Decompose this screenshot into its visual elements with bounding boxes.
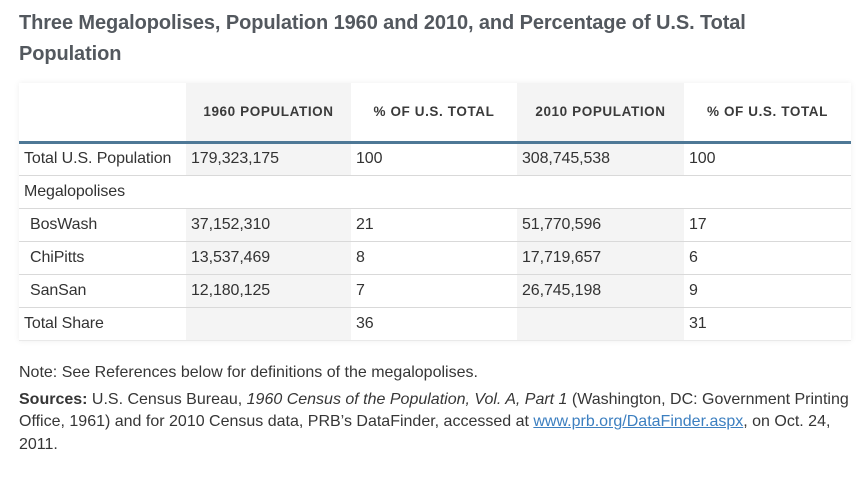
table-row-sansan: SanSan 12,180,125 7 26,745,198 9: [19, 274, 851, 308]
sources-text: Sources: U.S. Census Bureau, 1960 Census…: [19, 389, 851, 457]
cell-1960-population: 13,537,469: [186, 241, 351, 275]
datafinder-link[interactable]: www.prb.org/DataFinder.aspx: [533, 413, 744, 430]
table-row-boswash: BosWash 37,152,310 21 51,770,596 17: [19, 208, 851, 242]
row-label: Total Share: [19, 307, 186, 341]
figure-title: Three Megalopolises, Population 1960 and…: [19, 12, 746, 65]
table-row-total-us-population: Total U.S. Population 179,323,175 100 30…: [19, 142, 851, 176]
sources-label: Sources:: [19, 390, 88, 408]
table-header-row: 1960 POPULATION % OF U.S. TOTAL 2010 POP…: [19, 83, 851, 144]
header-pct-us-total-2010: % OF U.S. TOTAL: [684, 83, 851, 144]
sources-italic-title: 1960 Census of the Population, Vol. A, P…: [246, 390, 568, 408]
cell-2010-population: 308,745,538: [517, 142, 684, 176]
cell-pct-2010: 9: [684, 274, 851, 308]
sources-segment-3: , on Oct. 24, 2011.: [19, 413, 831, 453]
cell-2010-population: [517, 307, 684, 341]
cell-pct-2010: 17: [684, 208, 851, 242]
cell-pct-2010: 31: [684, 307, 851, 341]
cell-pct-1960: 36: [351, 307, 517, 341]
section-label: Megalopolises: [19, 175, 851, 209]
note-text: Note: See References below for definitio…: [19, 363, 478, 381]
header-empty-cell: [19, 83, 186, 144]
table-row-megalopolises-section: Megalopolises: [19, 175, 851, 209]
cell-1960-population: [186, 307, 351, 341]
row-label: ChiPitts: [19, 241, 186, 275]
header-1960-population: 1960 POPULATION: [186, 83, 351, 144]
megalopolis-table: 1960 POPULATION % OF U.S. TOTAL 2010 POP…: [19, 83, 851, 341]
cell-pct-1960: 7: [351, 274, 517, 308]
table-row-total-share: Total Share 36 31: [19, 307, 851, 341]
cell-pct-2010: 100: [684, 142, 851, 176]
header-2010-population: 2010 POPULATION: [517, 83, 684, 144]
cell-1960-population: 37,152,310: [186, 208, 351, 242]
row-label: Total U.S. Population: [19, 142, 186, 176]
table-row-chipitts: ChiPitts 13,537,469 8 17,719,657 6: [19, 241, 851, 275]
cell-2010-population: 26,745,198: [517, 274, 684, 308]
row-label: SanSan: [19, 274, 186, 308]
cell-2010-population: 17,719,657: [517, 241, 684, 275]
cell-2010-population: 51,770,596: [517, 208, 684, 242]
sources-segment-1: U.S. Census Bureau,: [87, 390, 247, 408]
cell-pct-1960: 21: [351, 208, 517, 242]
cell-pct-2010: 6: [684, 241, 851, 275]
row-label: BosWash: [19, 208, 186, 242]
data-table-card: 1960 POPULATION % OF U.S. TOTAL 2010 POP…: [19, 83, 851, 341]
cell-pct-1960: 100: [351, 142, 517, 176]
cell-pct-1960: 8: [351, 241, 517, 275]
sources-segment-2: (Washington, DC: Government Printing Off…: [19, 390, 849, 431]
header-pct-us-total-1960: % OF U.S. TOTAL: [351, 83, 517, 144]
cell-1960-population: 179,323,175: [186, 142, 351, 176]
cell-1960-population: 12,180,125: [186, 274, 351, 308]
